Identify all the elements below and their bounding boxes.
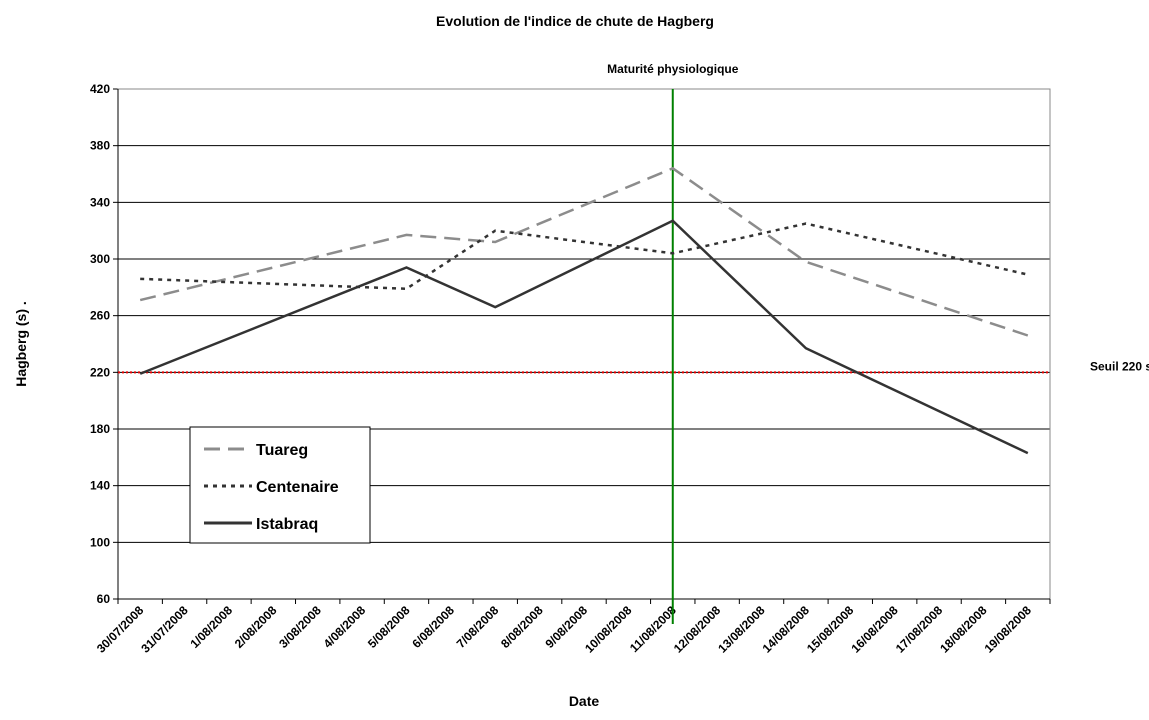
chart-title: Evolution de l'indice de chute de Hagber… xyxy=(436,13,714,29)
x-tick-label: 2/08/2008 xyxy=(232,603,280,651)
x-tick-label: 8/08/2008 xyxy=(498,603,546,651)
y-tick-label: 100 xyxy=(90,535,110,549)
x-tick-label: 30/07/2008 xyxy=(94,603,147,656)
x-tick-label: 15/08/2008 xyxy=(804,603,857,656)
x-tick-label: 1/08/2008 xyxy=(187,603,235,651)
x-tick-label: 3/08/2008 xyxy=(276,603,324,651)
x-axis-label: Date xyxy=(569,693,600,709)
y-tick-label: 420 xyxy=(90,82,110,96)
legend-label: Tuareg xyxy=(256,442,308,459)
y-tick-label: 300 xyxy=(90,252,110,266)
y-tick-label: 260 xyxy=(90,309,110,323)
x-tick-label: 13/08/2008 xyxy=(715,603,768,656)
y-tick-label: 60 xyxy=(97,592,111,606)
series-line xyxy=(139,166,1029,337)
series-line xyxy=(139,219,1029,455)
x-tick-label: 7/08/2008 xyxy=(454,603,502,651)
x-tick-label: 4/08/2008 xyxy=(321,603,369,651)
x-tick-label: 6/08/2008 xyxy=(409,603,457,651)
x-tick-label: 12/08/2008 xyxy=(671,603,724,656)
x-tick-label: 18/08/2008 xyxy=(937,603,990,656)
y-tick-label: 380 xyxy=(90,139,110,153)
y-axis-label: Hagberg (s) . xyxy=(13,301,29,387)
x-tick-label: 19/08/2008 xyxy=(982,603,1035,656)
y-tick-label: 140 xyxy=(90,479,110,493)
maturity-label: Maturité physiologique xyxy=(607,62,739,76)
x-tick-label: 5/08/2008 xyxy=(365,603,413,651)
legend-label: Istabraq xyxy=(256,516,318,533)
x-tick-label: 16/08/2008 xyxy=(848,603,901,656)
legend-label: Centenaire xyxy=(256,479,339,496)
x-tick-label: 17/08/2008 xyxy=(893,603,946,656)
x-tick-label: 31/07/2008 xyxy=(138,603,191,656)
x-tick-label: 10/08/2008 xyxy=(582,603,635,656)
y-tick-label: 340 xyxy=(90,195,110,209)
threshold-label: Seuil 220 s xyxy=(1090,359,1149,373)
y-tick-label: 220 xyxy=(90,365,110,379)
series-line xyxy=(140,222,1029,291)
y-tick-label: 180 xyxy=(90,422,110,436)
x-tick-label: 14/08/2008 xyxy=(760,603,813,656)
